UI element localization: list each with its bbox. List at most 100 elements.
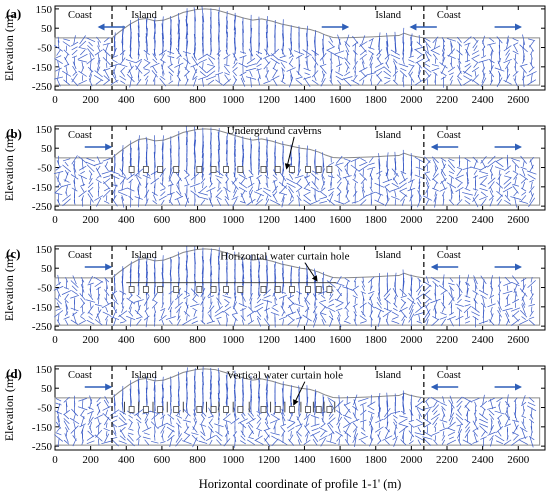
flow-vector: [70, 280, 79, 288]
flow-vector: [424, 298, 430, 304]
flow-vector: [240, 435, 246, 441]
flow-vector: [336, 63, 343, 68]
flow-vector: [161, 135, 164, 151]
flow-vector: [176, 306, 182, 313]
flow-vector: [374, 66, 385, 73]
flow-vector: [295, 423, 303, 428]
flow-vector: [161, 319, 165, 325]
flow-vector: [286, 67, 296, 72]
flow-vector: [177, 70, 181, 77]
flow-vector: [233, 185, 237, 194]
flow-vector: [455, 174, 464, 179]
flow-vector: [367, 162, 375, 166]
flow-vector: [86, 319, 95, 325]
flow-vector: [320, 423, 326, 428]
flow-vector: [462, 79, 473, 86]
flow-vector: [336, 317, 342, 328]
x-tick-label: 800: [189, 214, 206, 226]
flow-vector: [160, 188, 166, 191]
flow-vector: [303, 191, 311, 196]
x-tick-label: 1800: [365, 214, 388, 226]
flow-vector: [465, 48, 470, 57]
flow-vector: [344, 160, 351, 168]
flow-vector: [87, 182, 94, 189]
flow-vector: [498, 306, 501, 313]
flow-vector: [374, 306, 385, 313]
flow-vector: [442, 194, 445, 202]
flow-vector: [447, 164, 456, 173]
flow-vector: [513, 421, 518, 430]
flow-vector: [385, 47, 389, 58]
flow-vector: [130, 181, 132, 190]
flow-vector: [321, 70, 325, 77]
flow-vector: [497, 310, 502, 318]
flow-vector: [513, 173, 518, 180]
annotation-arrow: [284, 136, 295, 170]
x-tick-label: 0: [52, 94, 58, 106]
flow-vector: [113, 318, 117, 327]
flow-vector: [161, 415, 164, 427]
flow-vector: [55, 282, 62, 287]
panel-label: (b): [6, 126, 22, 141]
flow-vector: [514, 196, 517, 208]
flow-vector: [314, 176, 316, 186]
flow-vector: [449, 75, 454, 81]
flow-vector: [502, 290, 513, 295]
flow-vector: [433, 439, 438, 445]
region-label: Island: [131, 250, 157, 261]
flow-vector: [408, 63, 415, 67]
flow-vector: [225, 174, 229, 180]
flow-vector: [145, 418, 149, 424]
flow-vector: [245, 67, 257, 72]
flow-vector: [393, 294, 397, 300]
x-tick-label: 200: [82, 214, 99, 226]
flow-vector: [256, 317, 262, 327]
flow-vector: [161, 199, 165, 205]
flow-vector: [174, 62, 184, 68]
flow-vector: [232, 71, 237, 76]
flow-vector: [479, 196, 488, 201]
flow-vector: [264, 198, 270, 206]
flow-vector: [119, 412, 126, 421]
flow-vector: [215, 79, 223, 86]
flow-vector: [522, 161, 525, 167]
flow-vector: [471, 397, 480, 402]
flow-vector: [306, 25, 309, 37]
cavern: [237, 166, 244, 173]
flow-vector: [200, 287, 206, 298]
flow-vector: [166, 426, 175, 433]
flow-vector: [96, 286, 102, 290]
x-tick-label: 1600: [329, 334, 352, 346]
flow-vector: [322, 57, 325, 65]
flow-vector: [80, 183, 86, 187]
flow-vector: [400, 194, 407, 202]
flow-vector: [72, 275, 77, 285]
flow-vector: [56, 403, 61, 414]
flow-vector: [73, 413, 76, 421]
flow-vector: [105, 306, 109, 313]
flow-vector: [168, 199, 173, 205]
flow-vector: [441, 56, 446, 66]
flow-vector: [255, 187, 263, 192]
flow-vector: [110, 316, 120, 320]
flow-vector: [441, 65, 446, 74]
flow-vector: [440, 318, 446, 326]
flow-vector: [310, 431, 321, 437]
flow-vector: [360, 409, 367, 416]
flow-vector: [402, 27, 405, 44]
cavern: [274, 286, 281, 293]
flow-vector: [61, 290, 72, 295]
flow-vector: [87, 410, 95, 415]
flow-vector: [304, 72, 310, 76]
flow-vector: [279, 192, 288, 196]
flow-vector: [200, 435, 206, 441]
flow-vector: [121, 196, 125, 208]
flow-vector: [505, 61, 511, 70]
flow-vector: [432, 168, 438, 177]
flow-vector: [417, 197, 422, 208]
flow-vector: [529, 193, 534, 203]
flow-vector: [456, 168, 463, 177]
flow-vector: [402, 280, 405, 297]
cavern: [305, 406, 311, 413]
flow-vector: [272, 174, 278, 179]
